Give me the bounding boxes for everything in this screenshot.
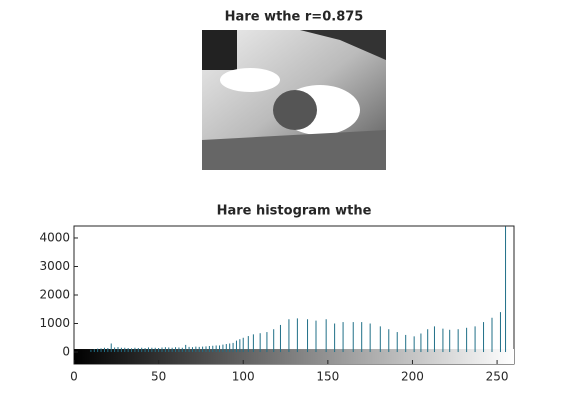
y-tick-label: 2000 bbox=[39, 288, 70, 302]
image bbox=[202, 30, 386, 170]
x-tick-label: 150 bbox=[316, 370, 339, 384]
axes-box bbox=[73, 225, 515, 365]
histogram-title: Hare histogram wthe bbox=[217, 204, 372, 219]
y-tick-label: 3000 bbox=[39, 259, 70, 273]
colorbar bbox=[74, 349, 514, 364]
y-tick-label: 1000 bbox=[39, 316, 70, 330]
x-tick-label: 100 bbox=[232, 370, 255, 384]
x-tick-label: 0 bbox=[70, 370, 78, 384]
x-tick-label: 50 bbox=[151, 370, 166, 384]
x-tick-label: 200 bbox=[401, 370, 424, 384]
histogram: 0 1000 2000 3000 4000 0 50 100 150 200 250 bbox=[39, 225, 515, 384]
image-title: Hare wthe r=0.875 bbox=[225, 10, 364, 25]
x-tick-label: 250 bbox=[486, 370, 509, 384]
y-tick-label: 0 bbox=[62, 345, 70, 359]
y-tick-label: 4000 bbox=[39, 230, 70, 244]
